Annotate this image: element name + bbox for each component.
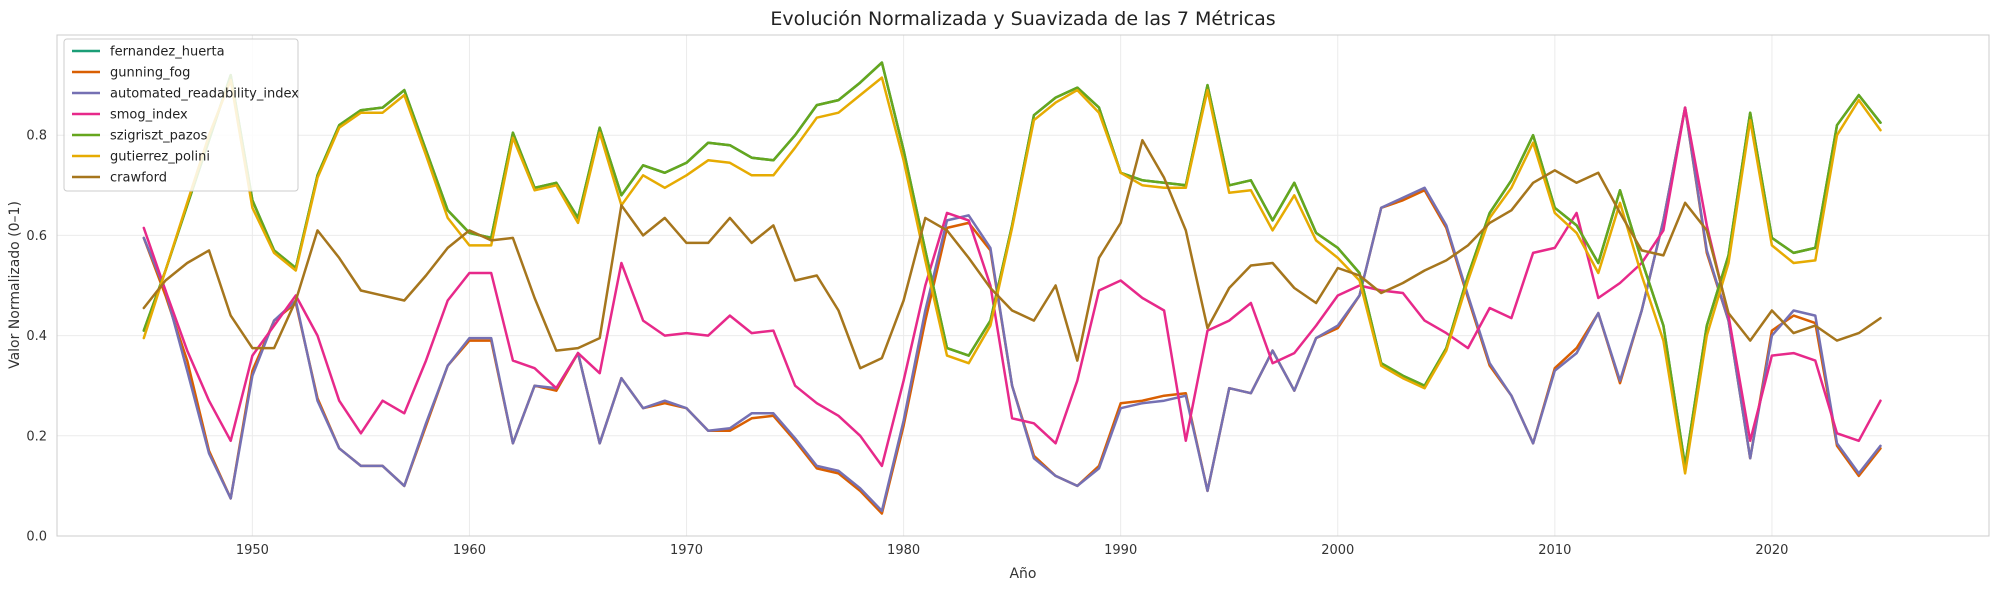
y-tick-label: 0.0 <box>26 530 47 545</box>
y-axis-label: Valor Normalizado (0–1) <box>7 201 23 369</box>
legend-box <box>63 38 299 192</box>
x-tick-label: 1960 <box>453 543 486 558</box>
x-tick-label: 2010 <box>1538 543 1571 558</box>
x-tick-label: 1970 <box>670 543 703 558</box>
legend-label-szigriszt_pazos: szigriszt_pazos <box>110 129 208 144</box>
legend-label-smog_index: smog_index <box>110 108 188 123</box>
x-tick-label: 1980 <box>887 543 920 558</box>
y-tick-label: 0.6 <box>26 229 47 244</box>
series-line-smog_index <box>142 106 1882 468</box>
x-axis-ticks: 1950 1960 1970 1980 1990 2000 2010 2020 <box>236 543 1789 558</box>
x-axis-label: Año <box>1009 566 1036 582</box>
y-tick-label: 0.4 <box>26 329 47 344</box>
legend: fernandez_huerta gunning_fog automated_rea… <box>63 38 299 192</box>
series-line-gutierrez_polini <box>142 76 1882 475</box>
x-tick-label: 1950 <box>236 543 269 558</box>
series-line-crawford <box>142 138 1882 370</box>
chart-title: Evolución Normalizada y Suavizada de las… <box>770 8 1275 30</box>
legend-label-crawford: crawford <box>110 171 167 186</box>
legend-label-automated_readability_index: automated_readability_index <box>110 87 299 102</box>
x-tick-label: 1990 <box>1104 543 1137 558</box>
legend-label-fernandez_huerta: fernandez_huerta <box>110 45 225 60</box>
y-tick-label: 0.8 <box>26 129 47 144</box>
grid <box>57 35 1989 537</box>
legend-label-gutierrez_polini: gutierrez_polini <box>110 150 210 165</box>
plot-frame <box>56 34 1990 537</box>
series-lines <box>142 61 1882 515</box>
y-tick-label: 0.2 <box>26 429 47 444</box>
y-axis-ticks: 0.0 0.2 0.4 0.6 0.8 <box>26 129 47 545</box>
series-line-szigriszt_pazos <box>142 61 1882 468</box>
series-line-fernandez_huerta <box>142 61 1882 468</box>
series-line-automated_readability_index <box>142 106 1882 513</box>
x-tick-label: 2000 <box>1321 543 1354 558</box>
x-tick-label: 2020 <box>1755 543 1788 558</box>
legend-label-gunning_fog: gunning_fog <box>110 66 190 81</box>
